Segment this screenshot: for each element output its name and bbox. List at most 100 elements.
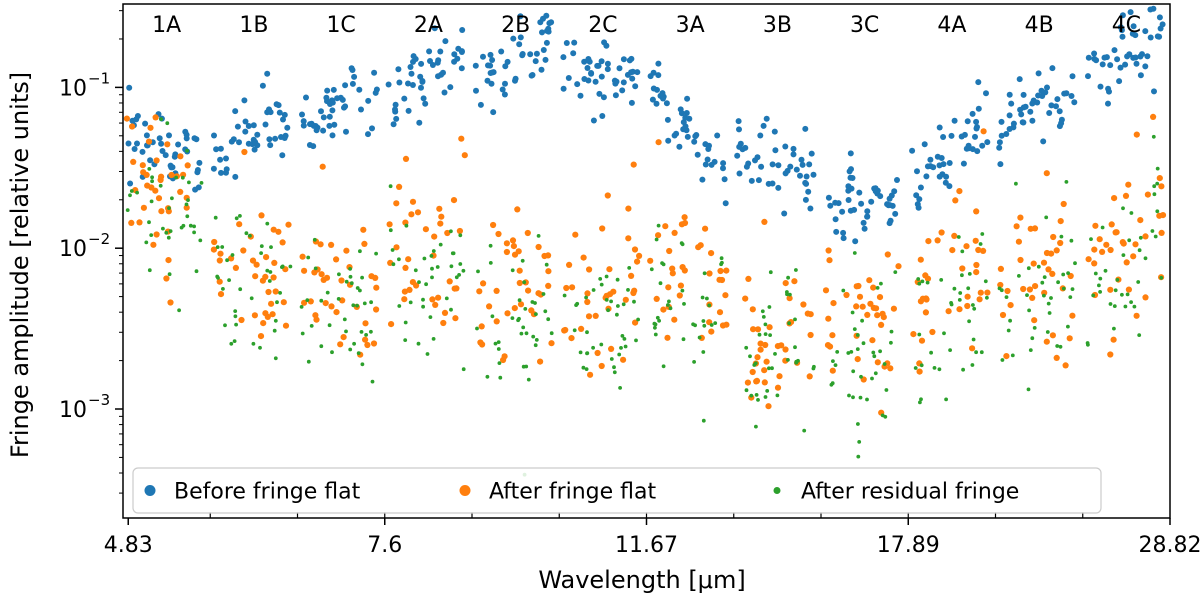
data-point [841, 288, 846, 293]
data-point [847, 150, 854, 157]
data-point [781, 210, 788, 217]
data-point [516, 41, 523, 48]
data-point [333, 309, 340, 316]
data-point [236, 139, 242, 146]
data-point [546, 317, 551, 322]
data-point [973, 269, 980, 276]
data-point [1098, 276, 1103, 281]
data-point [594, 349, 601, 357]
data-point [184, 162, 191, 169]
data-point [1137, 248, 1142, 253]
data-point [234, 322, 239, 327]
data-point [461, 152, 468, 159]
data-point [1158, 183, 1165, 190]
data-point [810, 171, 817, 178]
data-point [158, 173, 165, 180]
data-point [361, 240, 368, 247]
data-point [625, 235, 632, 242]
data-point [420, 95, 427, 102]
data-point [306, 255, 311, 260]
data-point [1110, 336, 1117, 343]
data-point [458, 65, 465, 72]
data-point [525, 287, 532, 294]
data-point [876, 294, 884, 301]
data-point [1073, 261, 1077, 266]
data-point [927, 163, 934, 170]
data-point [756, 398, 760, 402]
data-point [472, 62, 479, 69]
data-point [864, 311, 871, 318]
data-point [831, 359, 835, 363]
data-point [310, 122, 317, 129]
band-labels: 1A 1B 1C 2A 2B 2C 3A 3B 3C 4A 4B 4C [152, 13, 1141, 38]
data-point [1025, 293, 1029, 297]
data-point [223, 166, 230, 173]
data-point [856, 293, 864, 300]
data-point [802, 428, 807, 433]
data-point [490, 109, 497, 116]
data-point [1045, 330, 1050, 334]
data-point [885, 202, 892, 209]
data-point [1026, 387, 1031, 392]
data-point [342, 103, 349, 110]
data-point [598, 73, 605, 80]
data-point [360, 226, 367, 233]
data-point [1092, 222, 1099, 229]
data-point [1158, 229, 1165, 236]
data-point [619, 346, 623, 350]
data-point [976, 296, 983, 303]
data-point [596, 90, 603, 97]
data-point [188, 223, 193, 228]
data-point [709, 323, 714, 327]
data-point [1156, 175, 1163, 182]
data-point [964, 302, 971, 310]
data-point [349, 281, 354, 286]
data-point [142, 120, 149, 127]
data-point [1125, 181, 1132, 188]
data-point [373, 86, 380, 93]
data-point [1098, 290, 1102, 294]
data-point [340, 334, 347, 341]
data-point [232, 264, 239, 271]
data-point [608, 345, 615, 352]
data-point [1056, 280, 1060, 285]
data-point [273, 356, 278, 361]
data-point [1138, 235, 1143, 240]
data-point [895, 263, 902, 270]
data-point [894, 177, 900, 183]
data-point [129, 123, 136, 130]
data-point [768, 333, 772, 337]
data-point [250, 122, 257, 129]
data-point [299, 305, 304, 309]
data-point [754, 326, 762, 333]
data-point [328, 241, 335, 248]
data-point [534, 312, 538, 316]
data-point [489, 57, 496, 63]
data-point [681, 267, 688, 274]
data-point [793, 317, 797, 322]
data-point [922, 309, 930, 316]
data-point [1032, 326, 1037, 330]
data-point [610, 288, 617, 295]
data-point [1119, 33, 1126, 40]
data-point [1006, 328, 1011, 333]
data-point [772, 147, 779, 154]
data-point [1031, 317, 1038, 324]
data-point [669, 265, 676, 272]
data-point [660, 261, 664, 265]
data-point [217, 250, 224, 257]
data-point [493, 287, 500, 294]
data-point [267, 142, 274, 149]
data-point [306, 359, 311, 364]
data-point [351, 303, 356, 308]
data-point [1137, 72, 1144, 79]
data-point [454, 55, 461, 62]
data-point [797, 172, 803, 179]
data-point [172, 151, 179, 158]
data-point [488, 80, 495, 87]
data-point [584, 367, 589, 371]
data-point [1142, 233, 1149, 240]
data-point [329, 107, 336, 114]
data-point [418, 60, 425, 67]
data-point [586, 58, 593, 65]
